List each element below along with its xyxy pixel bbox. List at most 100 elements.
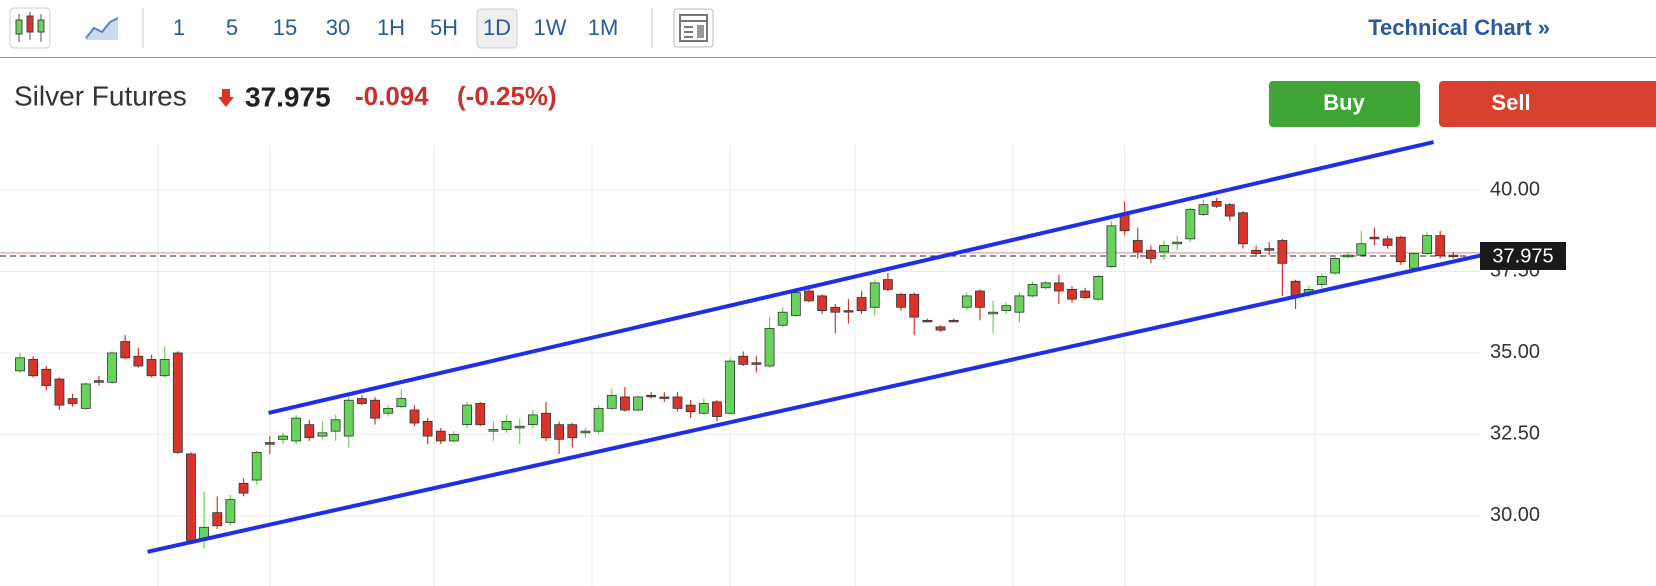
candle-body <box>948 319 959 323</box>
candle-body <box>120 341 131 359</box>
candle-body <box>1080 290 1091 298</box>
sell-button[interactable]: Sell <box>1439 81 1656 127</box>
candle-body <box>646 394 657 398</box>
instrument-name: Silver Futures <box>14 80 187 111</box>
candle-body <box>330 419 341 432</box>
layout-icon[interactable] <box>673 8 714 48</box>
buy-label[interactable]: Buy <box>1323 90 1365 115</box>
candle-body <box>54 378 65 406</box>
candle-body <box>1146 249 1156 259</box>
candle-body <box>817 295 828 311</box>
interval-option[interactable]: 1M <box>588 15 619 40</box>
candle-body <box>1422 235 1432 254</box>
candle-body <box>41 368 52 386</box>
candle-body <box>527 414 538 426</box>
last-price-badge <box>1480 241 1566 270</box>
candle-body <box>738 355 749 365</box>
candle-body <box>475 403 486 426</box>
candle-body <box>409 409 420 424</box>
candle-body <box>435 430 446 442</box>
candle-body <box>567 424 578 439</box>
candle-body <box>883 279 893 290</box>
interval-option[interactable]: 15 <box>273 15 297 40</box>
price-change: -0.094 <box>355 81 429 111</box>
candle-body <box>370 399 380 419</box>
interval-option[interactable]: 30 <box>326 15 350 40</box>
candle-body <box>1172 241 1183 245</box>
y-tick-label: 40.00 <box>1490 178 1540 200</box>
candle-body <box>449 434 459 442</box>
interval-option[interactable]: 1D <box>483 15 511 40</box>
buy-button[interactable]: Buy <box>1269 81 1420 127</box>
candle-body <box>396 398 407 408</box>
line-chart-icon[interactable] <box>85 17 119 40</box>
candle-body <box>28 359 39 377</box>
interval-option[interactable]: 1W <box>534 15 567 40</box>
candle-body <box>264 442 275 445</box>
candle-body <box>580 430 591 434</box>
candle-body <box>1014 295 1025 313</box>
candle-body <box>291 417 302 442</box>
interval-option[interactable]: 5 <box>226 15 238 40</box>
candle-body <box>843 310 854 313</box>
candle-body <box>80 383 91 409</box>
candle-body <box>1369 236 1380 240</box>
candle-body <box>659 396 670 399</box>
candle-body <box>712 401 722 417</box>
candle-body <box>1132 240 1143 253</box>
candle-body <box>462 404 473 426</box>
candle-body <box>1316 275 1327 285</box>
candle-body <box>1093 275 1104 300</box>
candle-body <box>317 432 328 437</box>
candle-body <box>1224 204 1235 217</box>
candle-body <box>1106 225 1117 267</box>
candle-body <box>685 404 696 413</box>
candle-body <box>764 328 775 367</box>
candle-body <box>541 412 551 439</box>
toolbar: 1 5 15 30 1H 5H 1D 1W 1M Technical Chart » <box>0 7 1656 58</box>
candle-body <box>67 398 78 404</box>
candle-body <box>94 380 104 383</box>
candle-body <box>777 311 788 326</box>
candle-body <box>698 403 709 414</box>
candle-body <box>1382 238 1393 246</box>
candle-body <box>830 306 841 313</box>
sell-label[interactable]: Sell <box>1491 90 1530 115</box>
candle-body <box>725 360 735 414</box>
candle-body <box>1343 254 1354 258</box>
candle-body <box>172 352 183 453</box>
candle-body <box>790 292 801 316</box>
interval-option[interactable]: 1H <box>377 15 405 40</box>
candlestick-icon[interactable] <box>9 7 51 49</box>
candle-body <box>159 359 170 377</box>
candle-body <box>1119 214 1130 232</box>
candle-body <box>909 293 920 318</box>
candle-body <box>1067 288 1077 300</box>
price-change-percent: (-0.25%) <box>457 81 557 111</box>
down-arrow <box>218 89 234 107</box>
candle-body <box>343 399 354 437</box>
candle-body <box>356 398 367 404</box>
candle-body <box>1001 305 1012 311</box>
technical-chart-link[interactable]: Technical Chart » <box>1368 15 1550 40</box>
last-price: 37.975 <box>245 81 331 112</box>
candle-body <box>501 420 512 430</box>
candle-body <box>856 297 867 311</box>
candle-body <box>1211 200 1222 207</box>
candle-body <box>238 482 249 494</box>
candle-body <box>961 295 972 308</box>
interval-option[interactable]: 5H <box>430 15 458 40</box>
y-tick-label: 30.00 <box>1490 504 1540 526</box>
candle-body <box>186 453 196 541</box>
candle-body <box>633 396 643 411</box>
trend-line <box>147 249 1498 554</box>
candle-body <box>1395 236 1406 263</box>
candle-body <box>1251 249 1261 254</box>
candle-body <box>304 424 315 439</box>
candle-body <box>1238 212 1248 245</box>
last-price-label: 37.975 <box>1492 245 1553 267</box>
candle-body <box>488 429 499 432</box>
interval-option[interactable]: 1 <box>173 15 185 40</box>
